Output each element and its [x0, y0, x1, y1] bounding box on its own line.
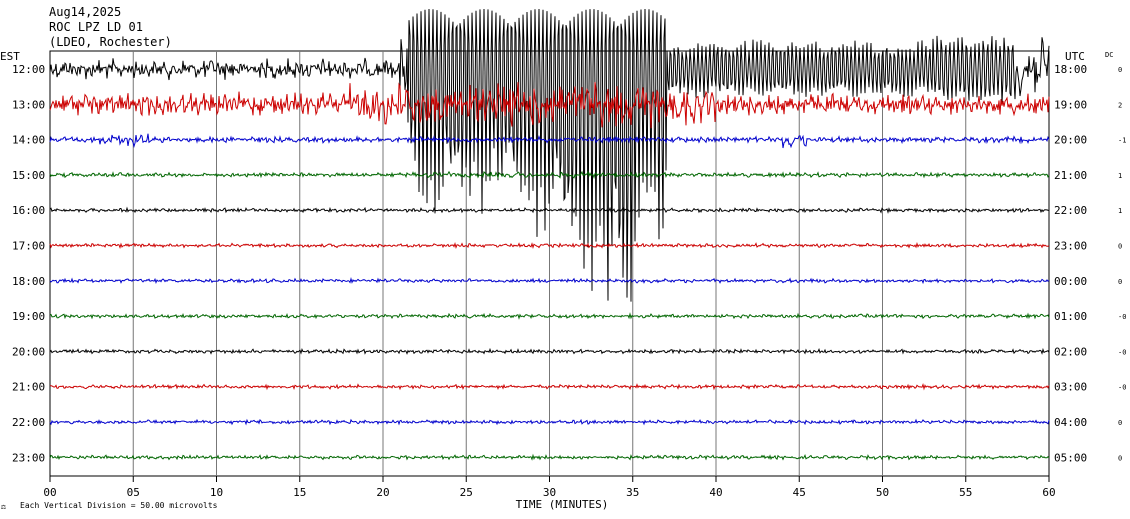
est-hour-label: 13:00: [12, 98, 45, 111]
utc-hour-label: 03:00: [1054, 381, 1087, 394]
trace-row-1900: [49, 312, 1050, 320]
utc-hour-label: 21:00: [1054, 169, 1087, 182]
dc-offset-value: -0: [1118, 384, 1126, 392]
dc-offset-value: 0: [1118, 243, 1122, 251]
dc-offset-value: -0: [1118, 348, 1126, 356]
est-hour-label: 16:00: [12, 204, 45, 217]
trace-row-2300: [49, 453, 1050, 461]
x-axis-title: TIME (MINUTES): [516, 498, 609, 511]
est-hour-label: 20:00: [12, 345, 45, 358]
dc-offset-value: -0: [1118, 313, 1126, 321]
hour-row-labels: 12:00 18:00 0 13:00 19:00 2 14:00 20:00 -1 15:00 2…: [12, 63, 1126, 464]
right-timezone-label: UTC: [1065, 50, 1085, 63]
trace-row-1500: [49, 170, 1050, 180]
x-tick-label: 35: [626, 486, 639, 499]
header-station: ROC LPZ LD 01: [49, 20, 143, 34]
left-timezone-label: EST: [0, 50, 20, 63]
scale-icon: ⚖: [1, 502, 6, 511]
vertical-scale-note: Each Vertical Division = 50.00 microvolt…: [20, 501, 218, 510]
dc-offset-value: 1: [1118, 207, 1122, 215]
trace-row-1600: [49, 206, 1050, 214]
x-tick-label: 45: [793, 486, 806, 499]
est-hour-label: 22:00: [12, 416, 45, 429]
dc-offset-value: 1: [1118, 172, 1122, 180]
dc-offset-value: 0: [1118, 66, 1122, 74]
utc-hour-label: 18:00: [1054, 63, 1087, 76]
trace-row-2000: [49, 347, 1050, 355]
x-tick-label: 10: [210, 486, 223, 499]
est-hour-label: 17:00: [12, 240, 45, 253]
dc-offset-value: -1: [1118, 137, 1126, 145]
x-tick-label: 00: [43, 486, 56, 499]
x-tick-label: 05: [127, 486, 140, 499]
x-tick-label: 50: [876, 486, 889, 499]
x-tick-label: 40: [709, 486, 722, 499]
dc-offset-value: 0: [1118, 278, 1122, 286]
trace-row-1300: [49, 82, 1050, 129]
utc-hour-label: 23:00: [1054, 240, 1087, 253]
header-date: Aug14,2025: [49, 5, 121, 19]
utc-hour-label: 02:00: [1054, 345, 1087, 358]
utc-hour-label: 20:00: [1054, 134, 1087, 147]
header-network: (LDEO, Rochester): [49, 35, 172, 49]
utc-hour-label: 04:00: [1054, 416, 1087, 429]
chart-header: Aug14,2025 ROC LPZ LD 01 (LDEO, Rocheste…: [49, 5, 172, 49]
trace-row-2100: [49, 382, 1050, 391]
utc-hour-label: 00:00: [1054, 275, 1087, 288]
x-axis-ticks: 00 05 10 15 20 25 30 35 40 45 50 55 60: [43, 476, 1056, 499]
utc-hour-label: 01:00: [1054, 310, 1087, 323]
est-hour-label: 15:00: [12, 169, 45, 182]
x-tick-label: 30: [543, 486, 556, 499]
est-hour-label: 23:00: [12, 451, 45, 464]
trace-row-1800: [49, 277, 1050, 285]
trace-row-1400: [49, 133, 1050, 149]
utc-hour-label: 05:00: [1054, 451, 1087, 464]
vertical-gridlines: [132, 51, 967, 476]
dc-offset-value: 0: [1118, 454, 1122, 462]
utc-hour-label: 22:00: [1054, 204, 1087, 217]
x-tick-label: 15: [293, 486, 306, 499]
x-tick-label: 60: [1042, 486, 1055, 499]
trace-row-2200: [49, 418, 1050, 426]
dc-offset-header: DC: [1105, 51, 1113, 59]
x-tick-label: 20: [376, 486, 389, 499]
x-tick-label: 25: [460, 486, 473, 499]
trace-lines: [49, 8, 1050, 461]
dc-offset-value: 2: [1118, 101, 1122, 109]
trace-row-1200: [49, 8, 1050, 302]
x-tick-label: 55: [959, 486, 972, 499]
trace-row-1700: [49, 241, 1050, 250]
est-hour-label: 18:00: [12, 275, 45, 288]
est-hour-label: 14:00: [12, 134, 45, 147]
est-hour-label: 19:00: [12, 310, 45, 323]
dc-offset-value: 0: [1118, 419, 1122, 427]
est-hour-label: 21:00: [12, 381, 45, 394]
utc-hour-label: 19:00: [1054, 98, 1087, 111]
est-hour-label: 12:00: [12, 63, 45, 76]
